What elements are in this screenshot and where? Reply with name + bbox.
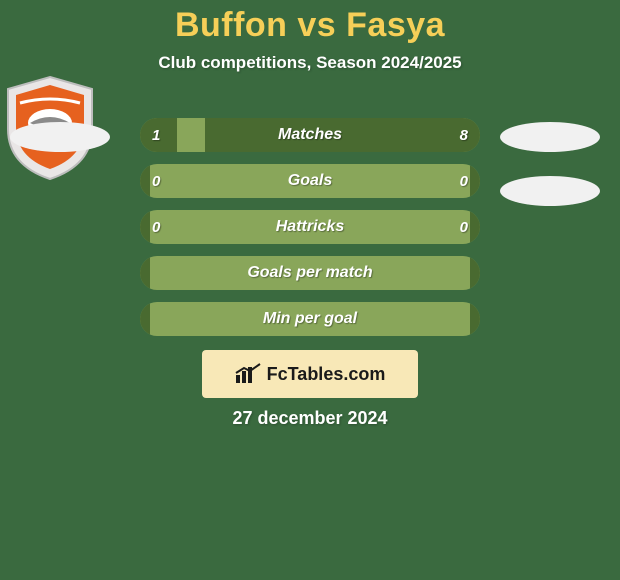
date-label: 27 december 2024 — [0, 408, 620, 429]
stat-label: Hattricks — [140, 210, 480, 244]
stat-row: 00Hattricks — [140, 210, 480, 244]
chart-icon — [235, 363, 261, 385]
stats-rows: 18Matches 00Goals 00Hattricks Goals per mat… — [140, 118, 480, 348]
site-badge: FcTables.com — [202, 350, 418, 398]
player-left-avatar — [10, 122, 110, 152]
team-right-badge — [500, 176, 600, 206]
stat-row: 00Goals — [140, 164, 480, 198]
page-title: Buffon vs Fasya — [0, 0, 620, 45]
stat-label: Matches — [140, 118, 480, 152]
page-subtitle: Club competitions, Season 2024/2025 — [0, 53, 620, 73]
site-name: FcTables.com — [267, 364, 386, 385]
stat-row: Goals per match — [140, 256, 480, 290]
stat-label: Goals per match — [140, 256, 480, 290]
stat-row: Min per goal — [140, 302, 480, 336]
stat-label: Min per goal — [140, 302, 480, 336]
stat-label: Goals — [140, 164, 480, 198]
stat-row: 18Matches — [140, 118, 480, 152]
player-right-avatar — [500, 122, 600, 152]
